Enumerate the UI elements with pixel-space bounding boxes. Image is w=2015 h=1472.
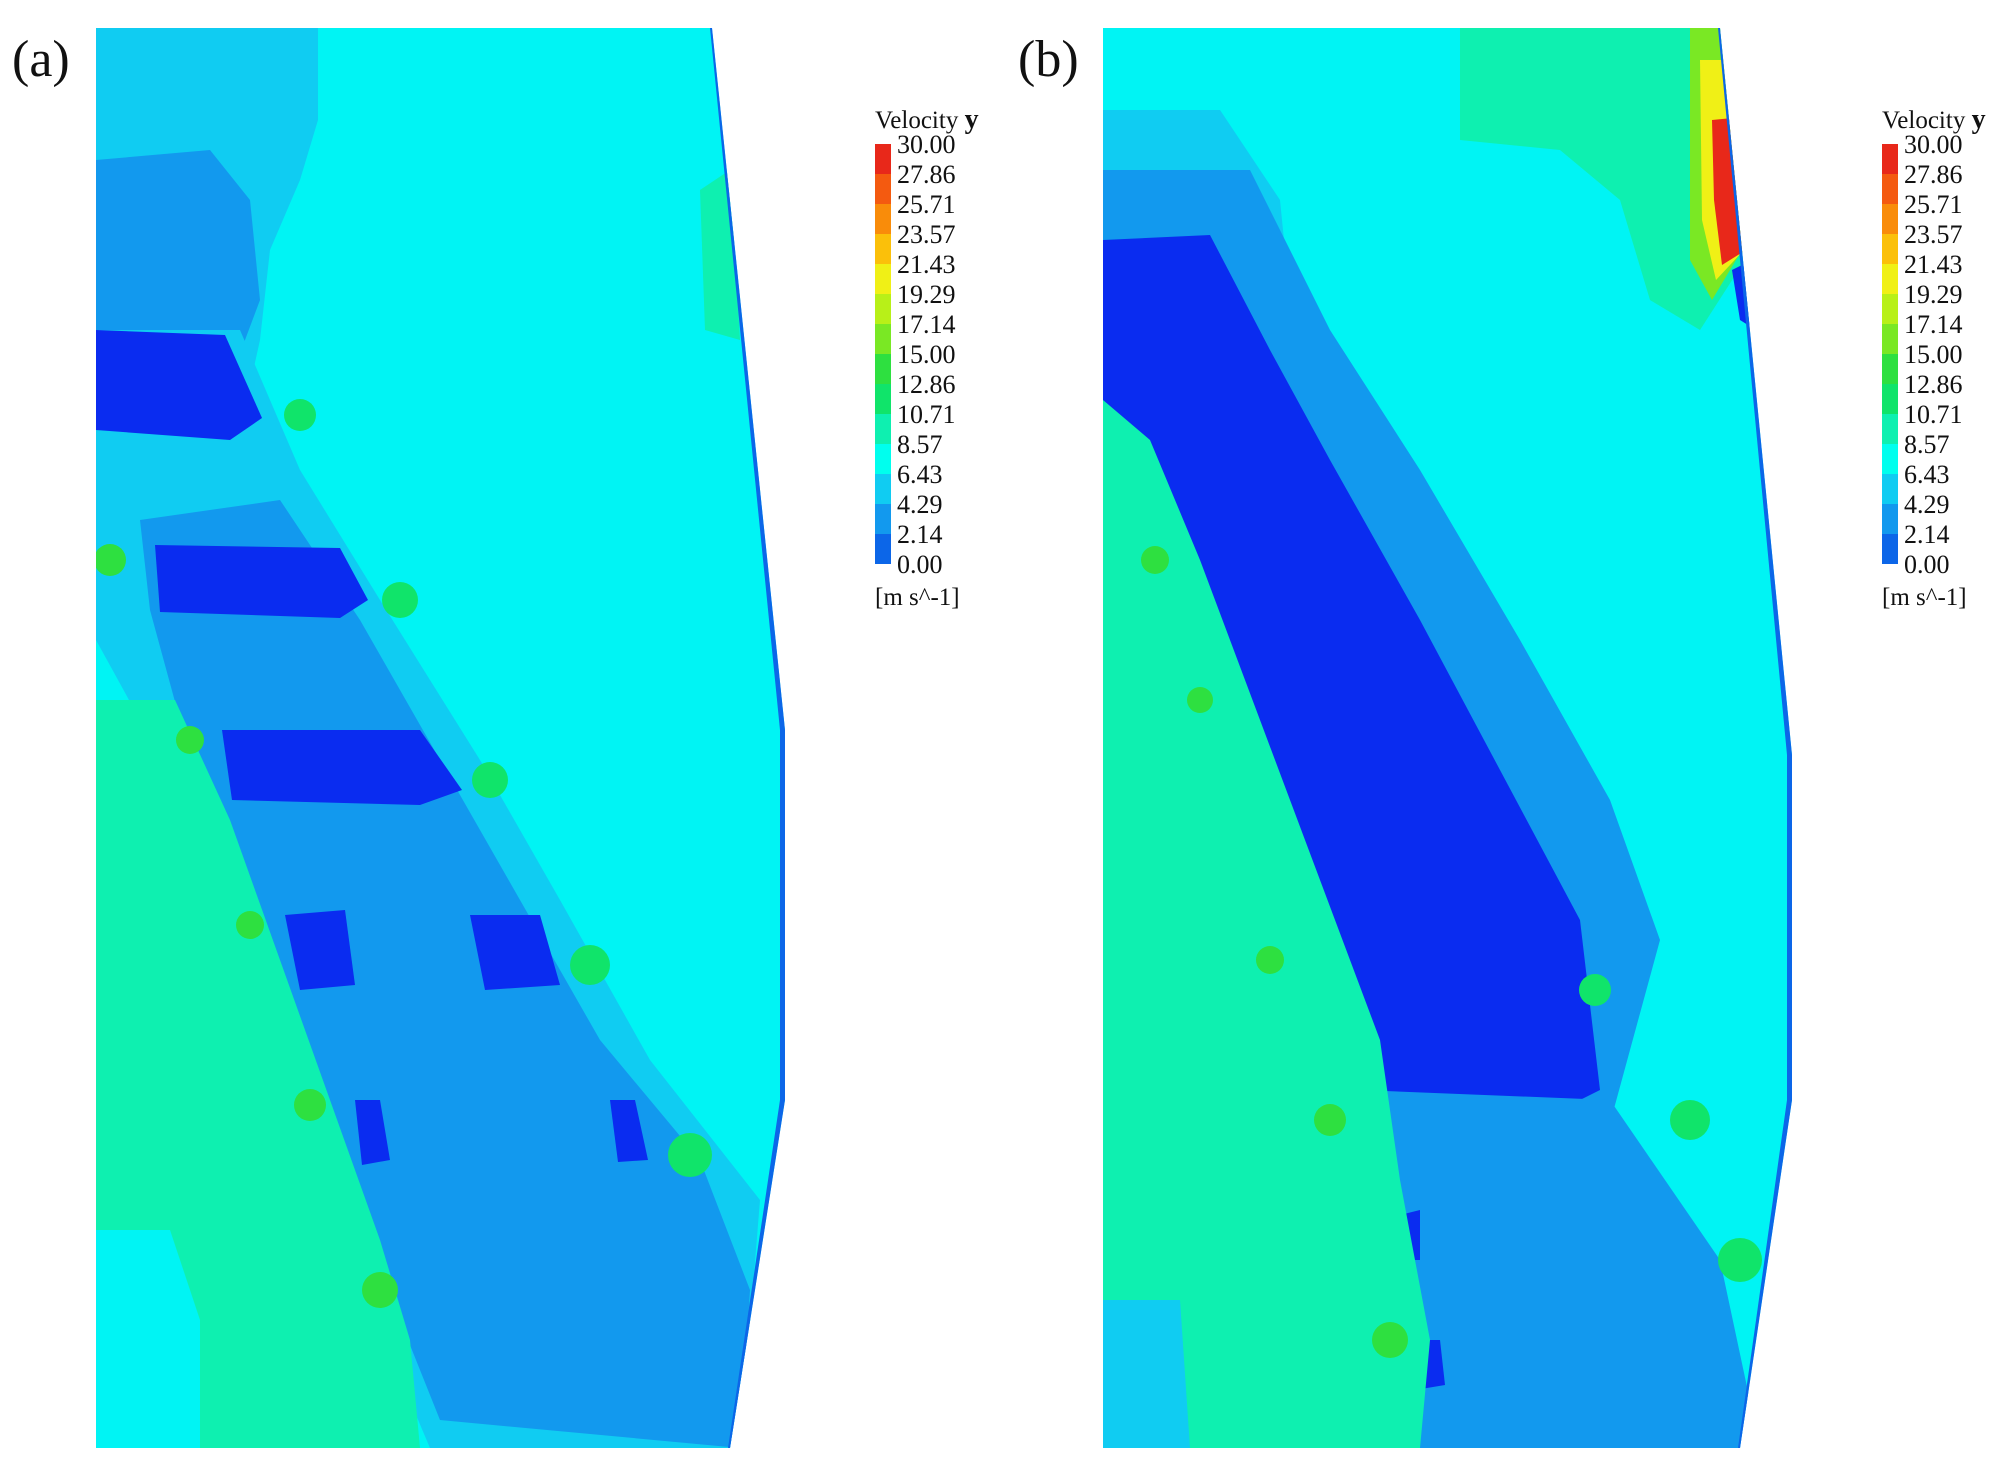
legend-color-segment bbox=[875, 354, 891, 384]
legend-tick-label: 10.71 bbox=[1904, 400, 1963, 429]
legend-tick-label: 12.86 bbox=[897, 370, 956, 399]
legend-tick-label: 21.43 bbox=[897, 250, 956, 279]
legend-color-segment bbox=[875, 324, 891, 354]
legend-color-segment bbox=[875, 384, 891, 414]
legend-tick-label: 30.00 bbox=[1904, 130, 1963, 159]
legend-color-segment bbox=[875, 144, 891, 174]
legend-color-bar bbox=[875, 144, 891, 564]
legend-title: Velocity y bbox=[875, 104, 979, 135]
legend-unit: [m s^-1] bbox=[875, 584, 960, 611]
legend-tick-label: 2.14 bbox=[1904, 520, 1950, 549]
legend-color-segment bbox=[1882, 504, 1898, 534]
legend-tick-label: 21.43 bbox=[1904, 250, 1963, 279]
legend-tick-label: 19.29 bbox=[897, 280, 956, 309]
legend-color-segment bbox=[875, 414, 891, 444]
legend-tick-label: 6.43 bbox=[897, 460, 943, 489]
legend-color-segment bbox=[1882, 444, 1898, 474]
legend-tick-label: 4.29 bbox=[1904, 490, 1950, 519]
legend-color-segment bbox=[875, 504, 891, 534]
legend-tick-label: 0.00 bbox=[1904, 550, 1950, 579]
legend-tick-label: 12.86 bbox=[1904, 370, 1963, 399]
legend-unit: [m s^-1] bbox=[1882, 584, 1967, 611]
legend-tick-label: 25.71 bbox=[897, 190, 956, 219]
legend-color-segment bbox=[1882, 204, 1898, 234]
legend-tick-label: 15.00 bbox=[1904, 340, 1963, 369]
legend-tick-label: 0.00 bbox=[897, 550, 943, 579]
legend-tick-label: 30.00 bbox=[897, 130, 956, 159]
legend-tick-label: 10.71 bbox=[897, 400, 956, 429]
legend-color-segment bbox=[875, 294, 891, 324]
legend-tick-label: 25.71 bbox=[1904, 190, 1963, 219]
panel-b-label: (b) bbox=[1018, 31, 1079, 88]
legend-color-segment bbox=[1882, 474, 1898, 504]
legend-color-segment bbox=[1882, 354, 1898, 384]
legend-tick-label: 17.14 bbox=[1904, 310, 1963, 339]
colorbar-legend-a: Velocity y 30.00 27.86 25.71 23.57 21.43 19.2… bbox=[873, 104, 1023, 664]
legend-tick-label: 27.86 bbox=[1904, 160, 1963, 189]
legend-tick-label: 23.57 bbox=[1904, 220, 1963, 249]
legend-color-segment bbox=[875, 174, 891, 204]
legend-color-segment bbox=[875, 264, 891, 294]
panel-a-contour bbox=[96, 28, 785, 1448]
legend-color-segment bbox=[1882, 234, 1898, 264]
legend-tick-label: 2.14 bbox=[897, 520, 943, 549]
legend-color-segment bbox=[875, 534, 891, 564]
legend-tick-label: 23.57 bbox=[897, 220, 956, 249]
legend-color-segment bbox=[875, 234, 891, 264]
legend-color-segment bbox=[1882, 264, 1898, 294]
legend-color-segment bbox=[875, 204, 891, 234]
legend-color-segment bbox=[1882, 174, 1898, 204]
legend-color-segment bbox=[1882, 384, 1898, 414]
legend-color-segment bbox=[1882, 324, 1898, 354]
legend-color-segment bbox=[1882, 414, 1898, 444]
colorbar-legend-b: Velocity y 30.00 27.86 25.71 23.57 21.43 19.2… bbox=[1880, 104, 2015, 664]
legend-tick-label: 27.86 bbox=[897, 160, 956, 189]
legend-tick-label: 17.14 bbox=[897, 310, 956, 339]
legend-color-segment bbox=[875, 474, 891, 504]
legend-tick-label: 4.29 bbox=[897, 490, 943, 519]
legend-title: Velocity y bbox=[1882, 104, 1986, 135]
panel-a-label: (a) bbox=[12, 31, 70, 88]
legend-tick-label: 15.00 bbox=[897, 340, 956, 369]
legend-tick-label: 8.57 bbox=[1904, 430, 1950, 459]
legend-color-bar bbox=[1882, 144, 1898, 564]
legend-tick-label: 6.43 bbox=[1904, 460, 1950, 489]
legend-color-segment bbox=[1882, 294, 1898, 324]
legend-color-segment bbox=[875, 444, 891, 474]
legend-tick-label: 8.57 bbox=[897, 430, 943, 459]
panel-b-contour bbox=[1103, 28, 1792, 1448]
legend-color-segment bbox=[1882, 144, 1898, 174]
legend-color-segment bbox=[1882, 534, 1898, 564]
legend-tick-label: 19.29 bbox=[1904, 280, 1963, 309]
